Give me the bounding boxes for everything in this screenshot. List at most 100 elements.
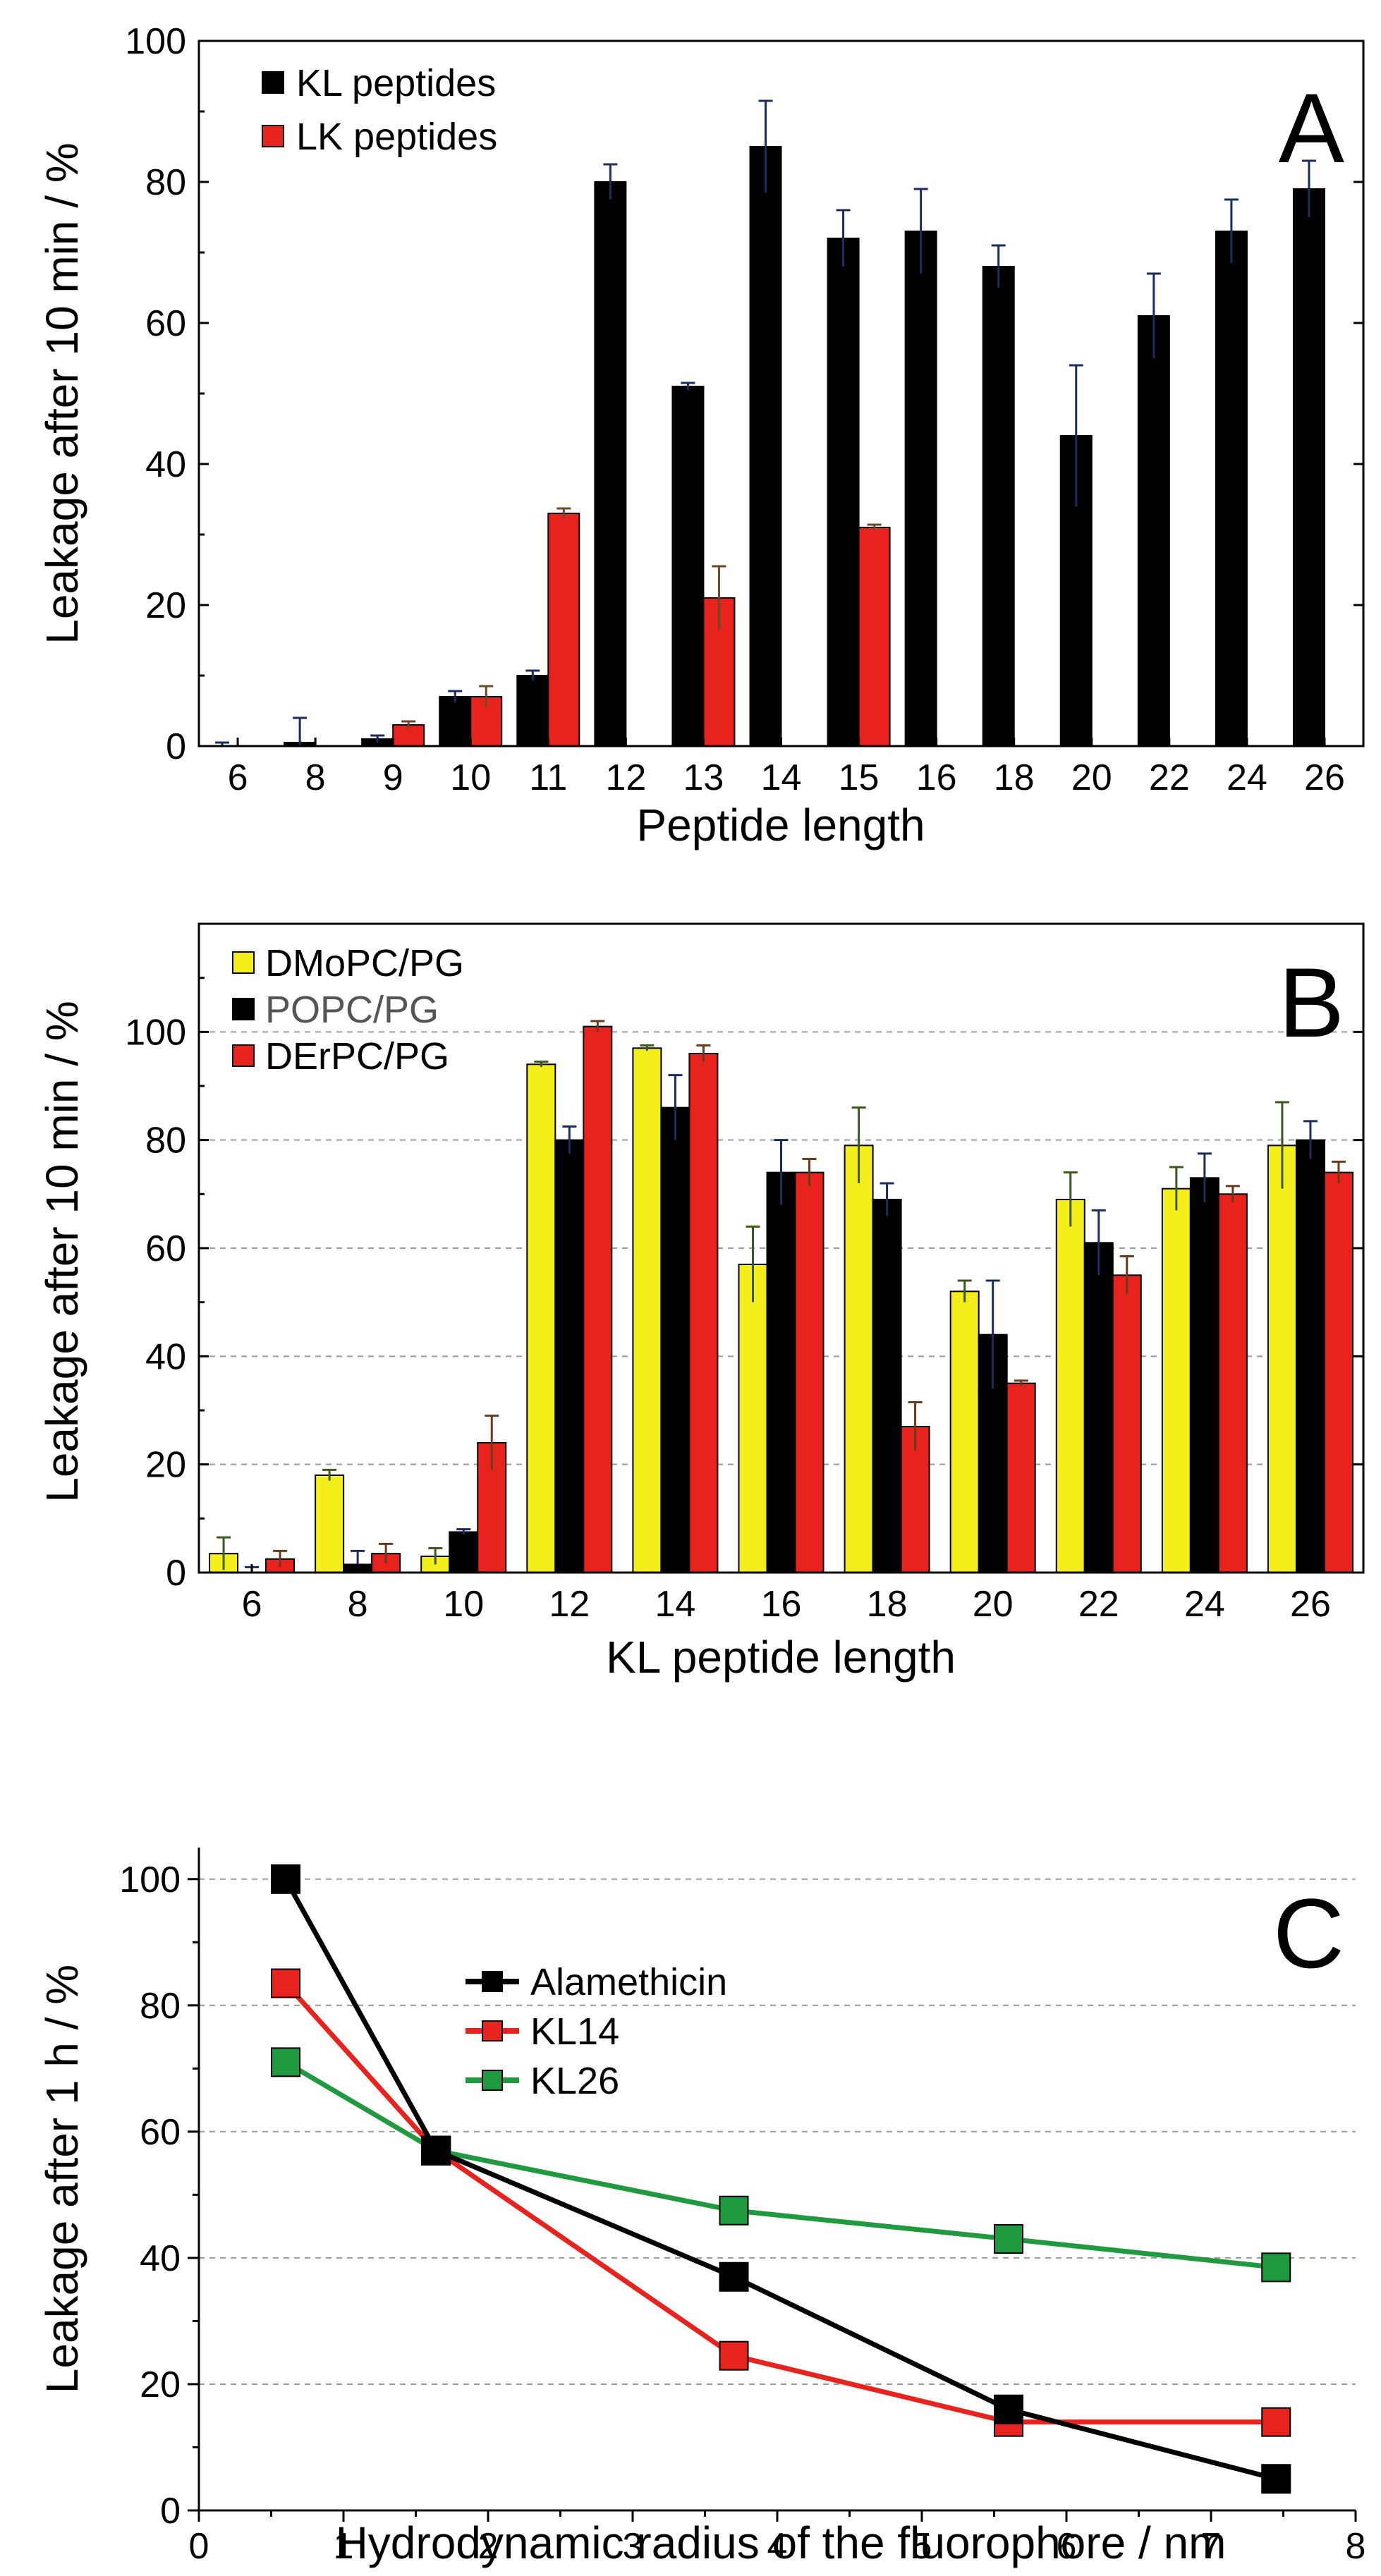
point-kl14-2 [719,2340,749,2371]
panel-a-legend: KL peptides LK peptides [262,62,497,158]
panel-a-y-tick-label: 40 [145,444,186,485]
panel-c: 0 20 40 60 80 100 0 1 2 3 4 5 6 7 8 Hydrodynamic radi… [37,1848,1365,2568]
panel-b-y-tick-label: 100 [125,1012,186,1053]
bar-dmopc-pg-20 [949,1290,980,1574]
panel-a-bars [215,99,1325,747]
bar-dmopc-pg-8 [315,1475,345,1573]
panel-c-y-tick-label: 20 [140,2364,181,2405]
panel-b-x-tick-label: 6 [242,1584,262,1625]
panel-b-x-tick-label: 8 [348,1584,368,1625]
bar-kl-peptides-15 [827,238,860,747]
panel-a-x-tick-label: 20 [1071,757,1112,798]
point-alamethicin-2 [719,2261,749,2292]
panel-c-y-tick-label: 40 [140,2238,181,2279]
panel-a-x-tick-label: 11 [529,757,567,798]
legend-label-popc-pg: POPC/PG [265,989,439,1031]
panel-c-x-tick-label: 4 [767,2526,788,2567]
panel-b-y-tick-label: 40 [145,1336,186,1377]
panel-a-y-axis: 0 20 40 60 80 100 [125,21,1363,767]
panel-c-letter: C [1273,1878,1344,1989]
panel-b-x-axis-label: KL peptide length [606,1632,956,1683]
panel-c-x-axis: 0 1 2 3 4 5 6 7 8 [189,2510,1366,2567]
panel-b-x-axis: 6 8 10 12 14 16 18 20 22 24 26 [242,1564,1331,1625]
panel-c-x-tick-label: 6 [1057,2526,1077,2567]
panel-a-x-axis: 6 8 9 10 11 12 13 14 15 16 18 20 22 24 26 [228,738,1345,798]
bar-dmopc-pg-18 [844,1144,874,1574]
bar-dmopc-pg-26 [1267,1144,1297,1574]
panel-b-y-tick-label: 80 [145,1121,186,1161]
bar-popc-pg-26 [1295,1139,1325,1573]
legend-swatch-dmopc-pg [232,951,255,974]
legend-marker-kl14 [482,2020,503,2041]
panel-a-x-tick-label: 24 [1227,757,1267,798]
bar-derpc-pg-16 [794,1171,825,1573]
panel-c-x-tick-label: 5 [912,2526,932,2567]
bar-popc-pg-22 [1083,1242,1114,1574]
panel-c-lines [271,1864,1291,2494]
point-kl26-4 [1261,2252,1291,2283]
bar-dmopc-pg-24 [1161,1188,1191,1573]
panel-c-x-tick-label: 0 [189,2526,209,2567]
bar-derpc-pg-12 [583,1025,613,1573]
panel-b-x-tick-label: 22 [1078,1584,1119,1625]
panel-c-x-tick-label: 1 [334,2526,354,2567]
bar-lk-peptides-13 [702,597,736,747]
point-alamethicin-4 [1261,2464,1291,2494]
bar-dmopc-pg-12 [526,1063,556,1574]
point-kl26-2 [719,2195,749,2226]
panel-c-x-tick-label: 3 [623,2526,643,2567]
bar-popc-pg-18 [872,1199,902,1573]
panel-c-y-axis-label: Leakage after 1 h / % [37,1965,87,2393]
bar-derpc-pg-24 [1217,1193,1248,1574]
panel-a-letter: A [1279,73,1345,183]
panel-b-x-tick-label: 12 [549,1584,590,1625]
legend-label-dmopc-pg: DMoPC/PG [265,942,464,984]
bar-lk-peptides-15 [858,527,891,747]
panel-a-y-axis-label: Leakage after 10 min / % [37,142,87,645]
panel-a-x-tick-label: 15 [839,757,880,798]
legend-marker-alamethicin [482,1971,503,1992]
bar-derpc-pg-10 [477,1442,507,1573]
bar-derpc-pg-22 [1112,1274,1142,1574]
point-kl14-0 [271,1968,300,1998]
panel-a-y-tick-label: 100 [125,21,186,62]
bar-derpc-pg-14 [688,1053,719,1573]
bar-kl-peptides-14 [749,146,782,747]
legend-swatch-popc-pg [232,998,255,1020]
point-alamethicin-3 [994,2394,1023,2424]
panel-b-y-tick-label: 20 [145,1445,186,1486]
panel-a-y-tick-label: 0 [166,726,186,767]
panel-b: 0 20 40 60 80 100 6 8 10 12 14 16 18 20 22 24 26 KL pep… [37,922,1365,1683]
panel-a-y-tick-label: 80 [145,162,186,203]
panel-c-x-axis-label: Hydrodynamic radius of the fluorophore /… [336,2517,1227,2568]
panel-b-y-axis-label: Leakage after 10 min / % [37,1001,87,1503]
bar-kl-peptides-16 [904,231,937,747]
panel-a: 0 20 40 60 80 100 6 8 9 10 11 12 13 14 15 16 18 20 22 24 26… [37,21,1365,850]
panel-c-y-tick-label: 0 [160,2491,181,2532]
legend-label-lk-peptides: LK peptides [296,116,497,158]
point-alamethicin-1 [421,2135,451,2166]
panel-a-x-tick-label: 13 [683,757,724,798]
panel-a-y-tick-label: 60 [145,303,186,344]
legend-marker-kl26 [482,2070,503,2091]
bar-popc-pg-12 [554,1139,585,1573]
panel-c-y-axis: 0 20 40 60 80 100 [119,1860,199,2532]
legend-label-kl14: KL14 [530,2010,619,2053]
legend-label-kl-peptides: KL peptides [296,62,496,104]
panel-c-x-tick-label: 8 [1346,2526,1366,2567]
panel-b-x-tick-label: 18 [867,1584,908,1625]
bar-kl-peptides-12 [594,181,627,747]
bar-kl-peptides-11 [516,675,549,747]
panel-b-x-tick-label: 10 [443,1584,484,1625]
panel-b-y-tick-label: 0 [166,1553,186,1594]
panel-a-x-axis-label: Peptide length [636,800,925,850]
panel-b-x-tick-label: 16 [761,1584,802,1625]
panel-b-legend: DMoPC/PG POPC/PG DErPC/PG [232,942,464,1078]
panel-a-x-tick-label: 12 [605,757,646,798]
legend-label-kl26: KL26 [530,2060,619,2102]
bar-kl-peptides-13 [671,386,705,747]
panel-c-y-tick-label: 60 [140,2112,181,2153]
bar-dmopc-pg-16 [738,1264,768,1573]
legend-swatch-kl-peptides [262,71,284,94]
